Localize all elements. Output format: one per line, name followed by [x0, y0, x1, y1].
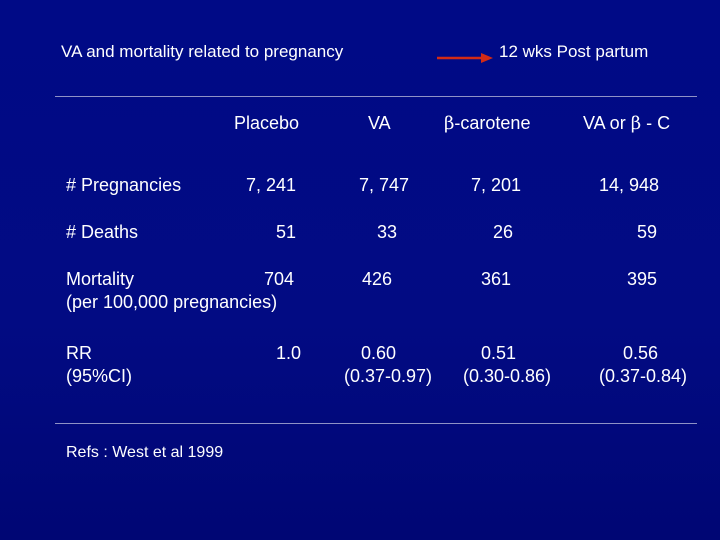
beta-symbol: β	[630, 113, 642, 134]
cell-deaths-beta: 26	[493, 222, 514, 242]
cell-rr-va: 0.60	[361, 343, 397, 363]
cell-mortality-combined: 395	[627, 269, 658, 289]
row-label-rr-ci: (95%CI)	[66, 366, 133, 386]
row-label-deaths: # Deaths	[66, 222, 139, 242]
cell-deaths-combined: 59	[637, 222, 658, 242]
cell-deaths-placebo: 51	[276, 222, 297, 242]
column-header-combined: VA or β - C	[583, 113, 670, 134]
beta-carotene-label: -carotene	[454, 113, 531, 133]
column-header-beta-carotene: β-carotene	[444, 113, 530, 134]
row-label-mortality: Mortality	[66, 269, 135, 289]
top-divider	[55, 96, 697, 97]
column-header-placebo: Placebo	[234, 113, 300, 133]
bottom-divider	[55, 423, 697, 424]
cell-rr-beta: 0.51	[481, 343, 517, 363]
references: Refs : West et al 1999	[66, 444, 224, 461]
cell-rr-placebo: 1.0	[276, 343, 302, 363]
cell-rr-combined-ci: (0.37-0.84)	[599, 366, 688, 386]
cell-rr-beta-ci: (0.30-0.86)	[463, 366, 552, 386]
cell-pregnancies-beta: 7, 201	[471, 175, 522, 195]
row-label-mortality-unit: (per 100,000 pregnancies)	[66, 292, 278, 312]
combined-suffix: - C	[646, 113, 671, 133]
title-left: VA and mortality related to pregnancy	[61, 42, 344, 61]
cell-pregnancies-combined: 14, 948	[599, 175, 660, 195]
row-label-rr: RR	[66, 343, 92, 363]
cell-rr-va-ci: (0.37-0.97)	[344, 366, 433, 386]
cell-pregnancies-placebo: 7, 241	[246, 175, 297, 195]
cell-mortality-beta: 361	[481, 269, 512, 289]
combined-prefix: VA or	[583, 113, 626, 133]
row-label-pregnancies: # Pregnancies	[66, 175, 182, 195]
cell-pregnancies-va: 7, 747	[359, 175, 410, 195]
cell-deaths-va: 33	[377, 222, 398, 242]
cell-rr-combined: 0.56	[623, 343, 659, 363]
column-header-va: VA	[368, 113, 391, 133]
beta-symbol: β	[444, 113, 455, 134]
right-arrow-icon	[437, 53, 493, 63]
title-right: 12 wks Post partum	[499, 42, 649, 61]
cell-mortality-va: 426	[362, 269, 393, 289]
cell-mortality-placebo: 704	[264, 269, 295, 289]
